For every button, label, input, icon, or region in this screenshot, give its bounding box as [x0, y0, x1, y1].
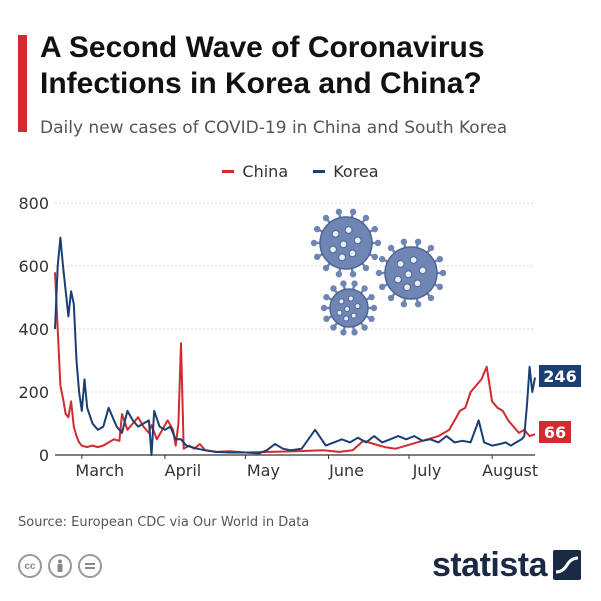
legend-label-korea: Korea: [333, 162, 379, 181]
series-line-korea: [54, 236, 536, 456]
statista-brand: statista: [432, 548, 581, 582]
y-tick-label: 200: [18, 383, 49, 402]
chart-legend: China Korea: [0, 158, 601, 181]
y-tick-label: 800: [18, 194, 49, 213]
legend-item-korea: Korea: [313, 162, 379, 181]
end-label-china: 66: [544, 423, 566, 442]
x-tick-label: June: [328, 461, 364, 480]
end-label-box-korea: [539, 365, 581, 387]
virus-icon: [320, 280, 378, 336]
end-label-korea: 246: [543, 367, 576, 386]
chart-subtitle: Daily new cases of COVID-19 in China and…: [40, 118, 508, 138]
chart-title: A Second Wave of Coronavirus Infections …: [40, 31, 485, 100]
legend-swatch-china: [222, 170, 235, 173]
cc-icon: cc: [18, 554, 42, 578]
legend-label-china: China: [242, 162, 289, 181]
x-tick-label: April: [165, 461, 202, 480]
virus-icon: [310, 208, 382, 278]
brand-name: statista: [431, 546, 548, 584]
y-tick-label: 600: [18, 257, 49, 276]
x-tick-label: August: [482, 461, 538, 480]
nd-icon: [78, 554, 102, 578]
virus-icon: [375, 238, 447, 308]
x-tick-label: May: [247, 461, 280, 480]
x-tick-label: March: [75, 461, 124, 480]
legend-swatch-korea: [313, 170, 326, 173]
x-tick-label: July: [412, 461, 442, 480]
accent-bar: [18, 35, 27, 132]
statista-logo-icon: [553, 550, 581, 580]
y-tick-label: 0: [39, 446, 49, 465]
end-label-box-china: [539, 421, 571, 443]
series-line-china: [54, 272, 536, 454]
y-tick-label: 400: [18, 320, 49, 339]
source-note: Source: European CDC via Our World in Da…: [18, 515, 310, 530]
license-icons: cc: [18, 554, 102, 578]
legend-item-china: China: [222, 162, 288, 181]
by-icon: [48, 554, 72, 578]
